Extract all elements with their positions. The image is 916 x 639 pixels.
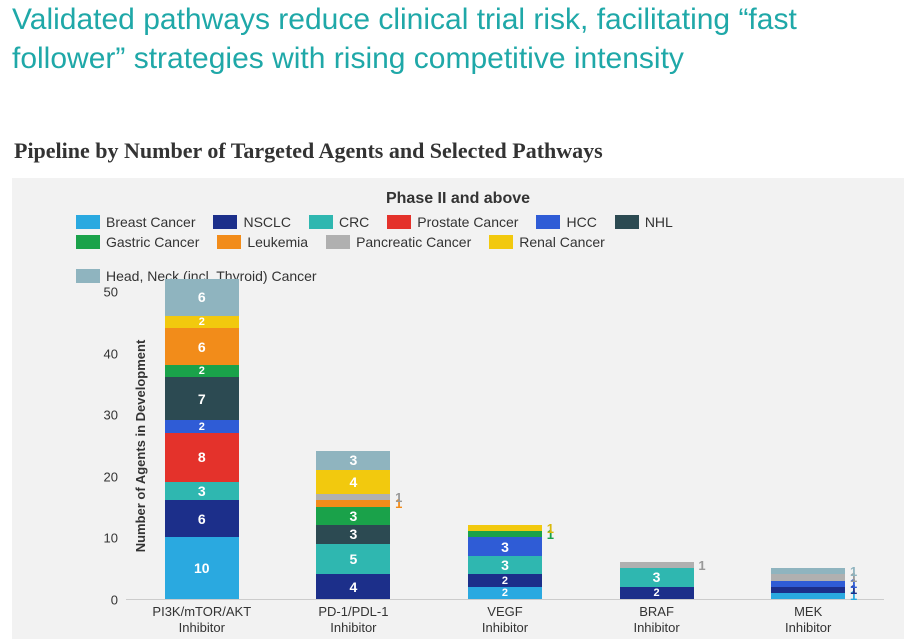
legend: Breast Cancer NSCLC CRC Prostate Cancer HCC N… [24, 214, 892, 292]
bars-container: 106382726264533114322331123111111 [126, 292, 884, 600]
bar-segment: 2 [165, 365, 239, 377]
bar-segment: 2 [468, 574, 542, 586]
legend-item: Renal Cancer [489, 234, 605, 250]
bar-segment: 7 [165, 377, 239, 420]
legend-swatch [217, 235, 241, 249]
bar-segment: 3 [468, 556, 542, 574]
bar-segment: 8 [165, 433, 239, 482]
x-axis-label: BRAFInhibitor [597, 600, 717, 635]
bar-segment: 2 [165, 316, 239, 328]
y-tick: 30 [84, 408, 118, 423]
bar-value-label: 1 [850, 564, 857, 579]
x-axis-label: PD-1/PDL-1Inhibitor [293, 600, 413, 635]
bar-segment: 1 [771, 574, 845, 580]
bar-column: 45331143 [316, 451, 390, 599]
bar-segment: 3 [165, 482, 239, 500]
bar-segment: 1 [316, 500, 390, 506]
x-axis-label: VEGFInhibitor [445, 600, 565, 635]
legend-swatch [76, 215, 100, 229]
bar-column: 223311 [468, 525, 542, 599]
legend-swatch [213, 215, 237, 229]
bar-segment: 3 [316, 507, 390, 525]
bar-segment: 1 [620, 562, 694, 568]
bar-segment: 6 [165, 500, 239, 537]
y-tick: 20 [84, 469, 118, 484]
bar-segment: 4 [316, 574, 390, 599]
legend-item: Breast Cancer [76, 214, 195, 230]
bar-segment: 2 [468, 587, 542, 599]
legend-swatch [76, 235, 100, 249]
y-ticks: 01020304050 [84, 292, 118, 600]
legend-item: NSCLC [213, 214, 290, 230]
legend-label: NSCLC [243, 214, 290, 230]
legend-label: Prostate Cancer [417, 214, 518, 230]
legend-swatch [309, 215, 333, 229]
y-tick: 40 [84, 346, 118, 361]
legend-label: CRC [339, 214, 369, 230]
legend-swatch [489, 235, 513, 249]
legend-swatch [387, 215, 411, 229]
legend-label: Pancreatic Cancer [356, 234, 471, 250]
bar-column: 11111 [771, 568, 845, 599]
legend-swatch [326, 235, 350, 249]
x-axis-label: PI3K/mTOR/AKTInhibitor [142, 600, 262, 635]
bar-segment: 1 [468, 525, 542, 531]
bar-segment: 3 [316, 451, 390, 469]
bar-column: 10638272626 [165, 279, 239, 599]
bar-segment: 1 [771, 593, 845, 599]
page-title: Validated pathways reduce clinical trial… [0, 0, 916, 78]
x-axis-label: MEKInhibitor [748, 600, 868, 635]
legend-label: HCC [566, 214, 596, 230]
bar-column: 231 [620, 562, 694, 599]
bar-value-label: 1 [395, 490, 402, 505]
bar-value-label: 1 [547, 521, 554, 536]
legend-label: Gastric Cancer [106, 234, 199, 250]
legend-item: Pancreatic Cancer [326, 234, 471, 250]
chart-title: Phase II and above [24, 190, 892, 208]
bar-segment: 3 [468, 537, 542, 555]
bar-segment: 1 [771, 581, 845, 587]
bar-segment: 2 [620, 587, 694, 599]
legend-item: Leukemia [217, 234, 308, 250]
y-tick: 50 [84, 285, 118, 300]
bar-segment: 3 [316, 525, 390, 543]
bar-segment: 10 [165, 537, 239, 599]
bar-segment: 1 [468, 531, 542, 537]
bar-segment: 5 [316, 544, 390, 575]
legend-item: CRC [309, 214, 369, 230]
legend-item: Gastric Cancer [76, 234, 199, 250]
bar-segment: 1 [771, 568, 845, 574]
legend-label: Renal Cancer [519, 234, 605, 250]
y-tick: 0 [84, 593, 118, 608]
bar-segment: 6 [165, 328, 239, 365]
bar-segment: 2 [165, 420, 239, 432]
legend-label: Leukemia [247, 234, 308, 250]
legend-swatch [536, 215, 560, 229]
legend-item: NHL [615, 214, 673, 230]
bar-segment: 1 [771, 587, 845, 593]
legend-swatch [76, 269, 100, 283]
subtitle: Pipeline by Number of Targeted Agents an… [14, 138, 916, 164]
legend-item: Prostate Cancer [387, 214, 518, 230]
legend-label: NHL [645, 214, 673, 230]
bar-value-label: 1 [698, 558, 705, 573]
plot: Number of Agents in Development 01020304… [92, 292, 884, 600]
bar-segment: 3 [620, 568, 694, 586]
chart-area: Phase II and above Breast Cancer NSCLC CRC… [12, 178, 904, 639]
bar-segment: 1 [316, 494, 390, 500]
bar-segment: 6 [165, 279, 239, 316]
legend-item: HCC [536, 214, 596, 230]
legend-swatch [615, 215, 639, 229]
y-tick: 10 [84, 531, 118, 546]
legend-label: Breast Cancer [106, 214, 195, 230]
bar-segment: 4 [316, 470, 390, 495]
x-labels: PI3K/mTOR/AKTInhibitor PD-1/PDL-1Inhibito… [58, 600, 892, 635]
